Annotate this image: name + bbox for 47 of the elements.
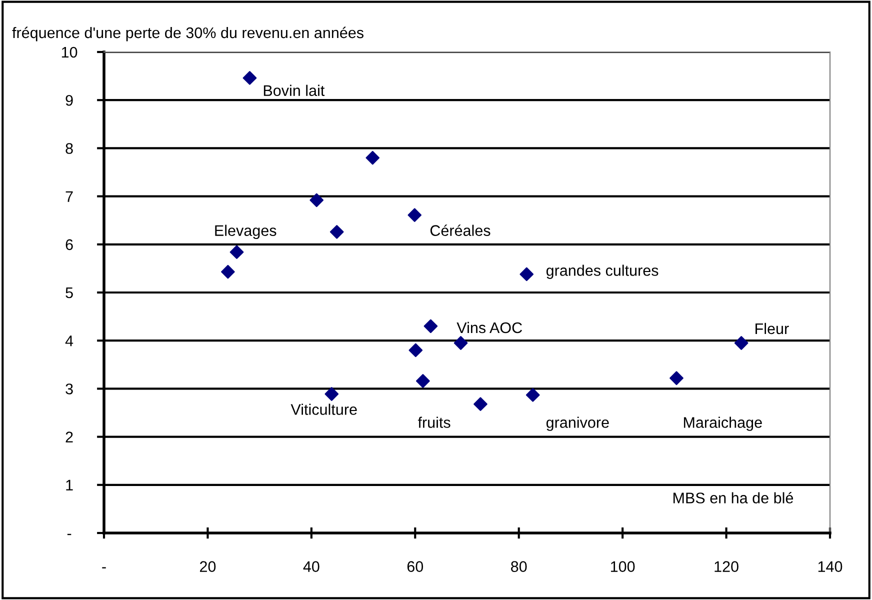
annotation: grandes cultures bbox=[546, 264, 658, 279]
x-axis-title: MBS en ha de blé bbox=[674, 492, 794, 504]
x-tick-label: 60 bbox=[407, 561, 424, 572]
annotation: fruits bbox=[418, 416, 450, 428]
point bbox=[221, 264, 235, 279]
annotation: Céréales bbox=[430, 224, 490, 236]
point bbox=[366, 150, 380, 165]
point bbox=[416, 374, 430, 388]
point bbox=[670, 371, 684, 386]
point bbox=[230, 245, 244, 259]
x-tick-label: 100 bbox=[610, 561, 635, 572]
y-tick-label: 2 bbox=[66, 432, 73, 442]
point bbox=[526, 388, 540, 402]
annotation: Maraichage bbox=[684, 416, 762, 431]
y-tick-label: 3 bbox=[66, 384, 73, 394]
x-tick-label: 120 bbox=[714, 561, 738, 572]
point bbox=[454, 336, 468, 350]
x-tick-label: 40 bbox=[303, 561, 320, 572]
annotation: Elevages bbox=[215, 224, 276, 240]
point bbox=[424, 319, 438, 334]
x-tick-label: 20 bbox=[200, 561, 216, 572]
y-tick-label: - bbox=[67, 534, 72, 536]
y-tick-label: 1 bbox=[66, 480, 73, 490]
point bbox=[734, 336, 748, 350]
annotation: Bovin lait bbox=[264, 84, 325, 96]
point bbox=[408, 208, 422, 222]
annotation: granivore bbox=[546, 416, 609, 431]
y-tick-label: 9 bbox=[66, 94, 73, 106]
annotation: Vins AOC bbox=[456, 322, 522, 334]
y-axis-title: fréquence d'une perte de 30% du revenu.en années bbox=[12, 26, 364, 42]
annotation: Fleur bbox=[756, 322, 789, 334]
annotation: Viticulture bbox=[290, 404, 357, 415]
x-tick-label: 80 bbox=[511, 561, 527, 572]
point bbox=[310, 193, 324, 208]
point bbox=[474, 397, 488, 411]
y-tick-label: 10 bbox=[62, 46, 78, 58]
point bbox=[408, 343, 423, 358]
x-tick-label: 140 bbox=[818, 561, 842, 572]
y-tick-label: 8 bbox=[66, 143, 73, 154]
y-tick-label: 7 bbox=[66, 191, 73, 202]
point bbox=[324, 387, 339, 401]
y-tick-label: 6 bbox=[66, 239, 73, 250]
point bbox=[330, 224, 344, 239]
point bbox=[520, 267, 534, 282]
y-tick-label: 4 bbox=[65, 336, 74, 346]
y-tick-label: 5 bbox=[66, 288, 73, 298]
point bbox=[242, 71, 257, 85]
